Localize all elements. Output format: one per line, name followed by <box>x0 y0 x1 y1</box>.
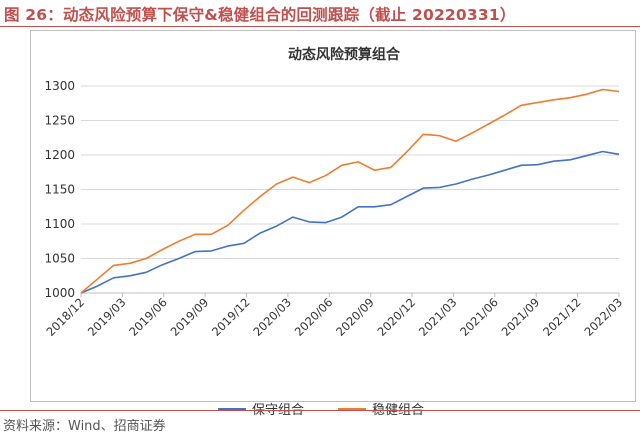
y-tick-label-1050: 1050 <box>44 252 75 266</box>
y-tick-label-1100: 1100 <box>44 217 75 231</box>
x-tick-label-10: 2021/06 <box>457 295 501 339</box>
title-rule <box>0 26 640 27</box>
x-tick-label-12: 2021/12 <box>540 295 584 339</box>
x-tick-label-3: 2019/09 <box>168 295 212 339</box>
series-line-0 <box>80 150 620 294</box>
x-tick-label-4: 2019/12 <box>209 295 253 339</box>
legend-swatch-1 <box>338 407 366 410</box>
x-tick-label-8: 2020/12 <box>375 295 419 339</box>
x-tick-label-2: 2019/06 <box>126 295 170 339</box>
y-tick-label-1150: 1150 <box>44 183 75 197</box>
x-tick-label-0: 2018/12 <box>43 295 87 339</box>
x-tick-label-5: 2020/03 <box>250 295 294 339</box>
source-rule <box>0 410 640 411</box>
figure-title: 图 26：动态风险预算下保守&稳健组合的回测跟踪（截止 20220331） <box>4 6 516 24</box>
chart-frame: 动态风险预算组合 1000 1050 1100 1150 1200 1250 1300 201… <box>30 30 636 418</box>
y-tick-label-1250: 1250 <box>44 114 75 128</box>
y-tick-label-1200: 1200 <box>44 148 75 162</box>
legend-label-1: 稳健组合 <box>372 403 425 418</box>
y-tick-label-1000: 1000 <box>44 286 75 300</box>
source-note: 资料来源：Wind、招商证券 <box>3 419 166 434</box>
x-tick-label-6: 2020/06 <box>292 295 336 339</box>
line-chart: 动态风险预算组合 1000 1050 1100 1150 1200 1250 1300 201… <box>43 46 625 339</box>
x-tick-label-1: 2019/03 <box>85 295 129 339</box>
y-tick-label-1300: 1300 <box>44 79 75 93</box>
chart-title: 动态风险预算组合 <box>288 46 401 63</box>
x-tick-label-9: 2021/03 <box>416 295 460 339</box>
legend-item-1: 稳健组合 <box>338 399 424 418</box>
x-tick-label-7: 2020/09 <box>333 295 377 339</box>
legend-item-0: 保守组合 <box>217 399 304 418</box>
legend-swatch-0 <box>217 407 246 410</box>
legend-label-0: 保守组合 <box>251 403 304 418</box>
x-tick-label-11: 2021/09 <box>499 295 543 339</box>
series-line-1 <box>80 88 620 294</box>
x-tick-label-13: 2022/03 <box>581 295 625 339</box>
